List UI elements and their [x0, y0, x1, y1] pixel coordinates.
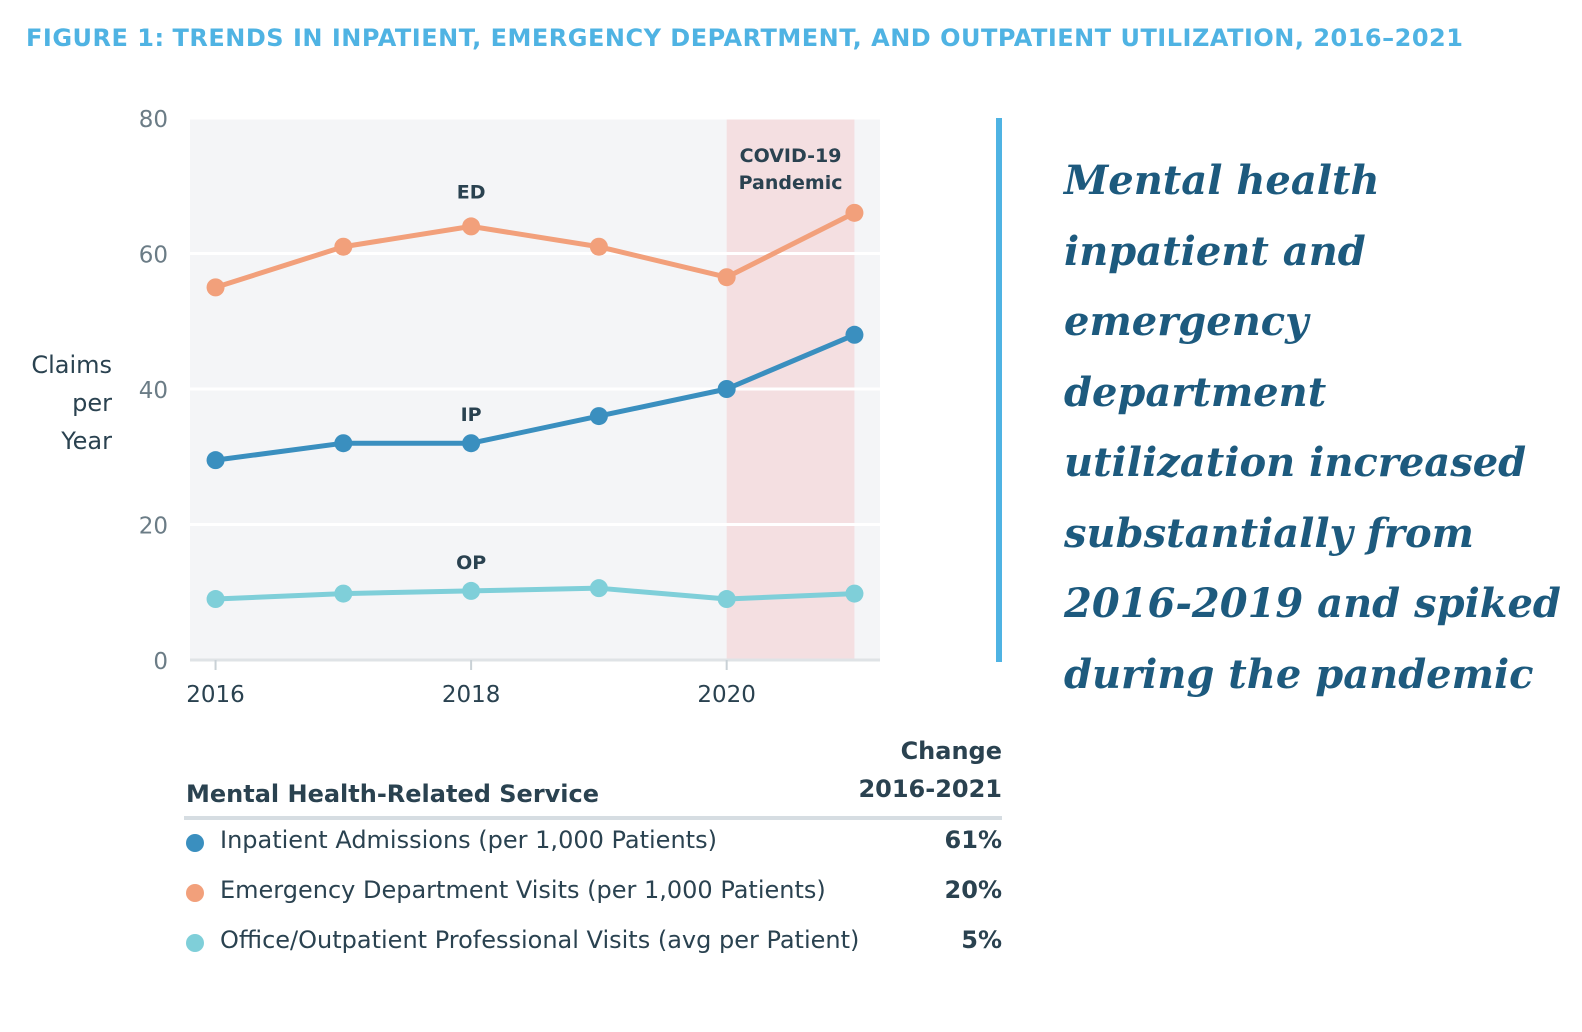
pandemic-label: Pandemic [739, 172, 843, 194]
y-tick-label: 60 [139, 243, 168, 269]
legend-label: Emergency Department Visits (per 1,000 P… [220, 876, 826, 904]
op-marker-icon [186, 934, 204, 952]
ip-data-point [334, 434, 353, 453]
figure-title: FIGURE 1: TRENDS IN INPATIENT, EMERGENCY … [26, 24, 1463, 52]
callout-text: Mental health inpatient and emergency de… [1064, 157, 1561, 698]
ip-marker-icon [186, 834, 204, 852]
ip-data-point [589, 407, 608, 426]
y-tick-label: 20 [139, 514, 168, 540]
ed-data-point [206, 278, 225, 297]
legend-table-header: Mental Health-Related Service Change 201… [184, 737, 1002, 820]
x-tick-label: 2016 [186, 682, 245, 708]
legend-label: Inpatient Admissions (per 1,000 Patients… [220, 826, 717, 854]
ip-series-line [213, 332, 857, 463]
legend-change-value: 5% [961, 926, 1002, 954]
op-series-label: OP [456, 552, 486, 574]
change-header-line: Change [900, 737, 1002, 765]
y-axis-label-line: Year [61, 427, 112, 455]
op-data-point [462, 581, 481, 600]
y-axis-label-line: Claims [31, 351, 112, 379]
legend-change-value: 20% [944, 876, 1002, 904]
callout-divider [996, 118, 1002, 662]
legend-table: Mental Health-Related Service Change 201… [184, 737, 1002, 970]
line-chart: 0 20 40 60 80 2016 2018 2020 COVID-19 Pandemic ED I… [139, 107, 880, 708]
y-tick-label: 40 [139, 378, 168, 404]
pandemic-label: COVID-19 [740, 145, 842, 167]
y-tick-label: 0 [153, 649, 168, 675]
legend-label: Office/Outpatient Professional Visits (a… [220, 926, 860, 954]
op-data-point [589, 579, 608, 598]
legend-change-value: 61% [944, 826, 1002, 854]
op-data-point [717, 590, 736, 609]
ip-data-point [206, 451, 225, 470]
figure-title-text: TRENDS IN INPATIENT, EMERGENCY DEPARTMEN… [172, 24, 1464, 52]
ed-data-point [334, 237, 353, 256]
ed-series-label: ED [457, 181, 486, 203]
y-tick-label: 80 [139, 107, 168, 133]
legend-row-ed: Emergency Department Visits (per 1,000 P… [184, 870, 1002, 920]
ed-series-line [213, 210, 857, 290]
x-tick-label: 2018 [442, 682, 501, 708]
ip-data-point [845, 325, 864, 344]
x-tick-label: 2020 [697, 682, 756, 708]
change-column-header: Change 2016-2021 [858, 732, 1002, 808]
y-axis-label-line: per [72, 389, 112, 417]
service-column-header: Mental Health-Related Service [186, 780, 600, 808]
legend-row-op: Office/Outpatient Professional Visits (a… [184, 920, 1002, 970]
y-axis-label: Claims per Year [14, 346, 112, 460]
op-data-point [845, 584, 864, 603]
ip-series-label: IP [461, 404, 482, 426]
ip-data-point [462, 434, 481, 453]
figure-label: FIGURE 1: [26, 24, 165, 52]
change-header-line: 2016-2021 [858, 775, 1002, 803]
ed-data-point [462, 217, 481, 236]
op-series-line [213, 585, 857, 602]
ed-data-point [845, 203, 864, 222]
ed-marker-icon [186, 884, 204, 902]
ed-data-point [589, 237, 608, 256]
ed-data-point [717, 268, 736, 287]
legend-row-ip: Inpatient Admissions (per 1,000 Patients… [184, 820, 1002, 870]
ip-data-point [717, 380, 736, 398]
op-data-point [334, 584, 353, 603]
op-data-point [206, 590, 225, 609]
